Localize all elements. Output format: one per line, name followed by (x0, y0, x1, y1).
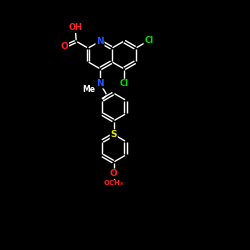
Text: Cl: Cl (144, 36, 154, 45)
Text: OH: OH (68, 23, 82, 32)
Text: N: N (96, 79, 104, 88)
Text: OCH₃: OCH₃ (104, 180, 124, 186)
Text: S: S (110, 130, 117, 139)
Text: N: N (96, 37, 104, 46)
Text: O: O (60, 42, 68, 51)
Text: O: O (110, 169, 118, 178)
Text: Cl: Cl (119, 80, 128, 88)
Text: Me: Me (83, 85, 96, 94)
